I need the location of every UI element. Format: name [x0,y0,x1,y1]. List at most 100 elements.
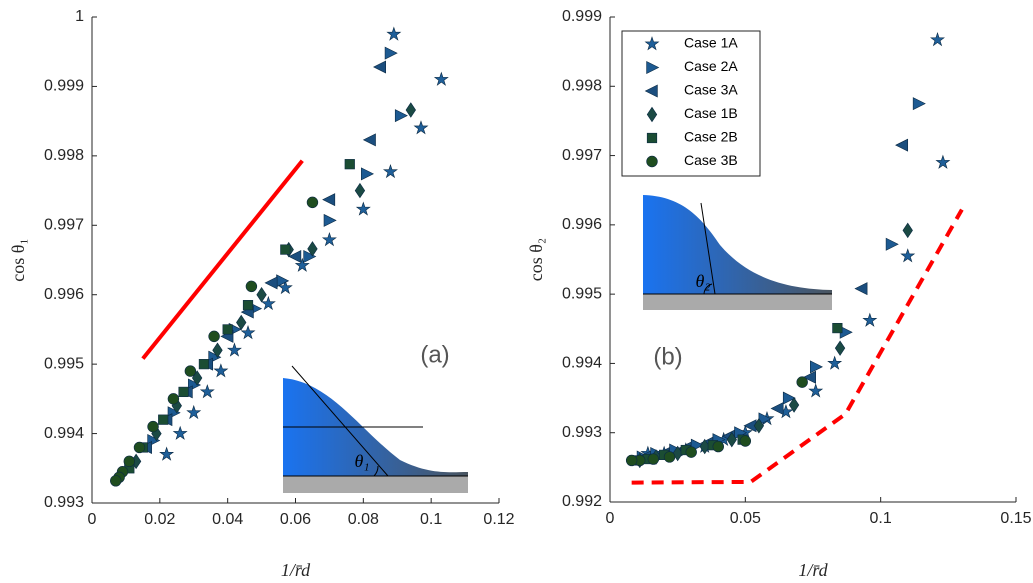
panel-label: (b) [653,343,682,370]
legend-label: Case 3B [684,152,738,168]
data-point [322,193,336,207]
data-point [788,397,800,413]
data-point [323,213,337,227]
data-point [885,237,899,251]
y-tick-label: 0.993 [44,494,84,511]
data-point [167,393,180,405]
data-point [405,102,416,118]
data-point [726,431,737,448]
inset-b [643,195,832,310]
data-point [277,279,293,295]
data-point [383,163,398,179]
legend-marker [644,84,658,98]
data-point [832,322,843,334]
x-tick-label: 0.06 [280,511,311,528]
data-point [373,60,386,74]
data-point [240,325,256,340]
data-point [796,376,808,388]
x-tick-label: 0.04 [212,511,243,528]
x-tick-label: 0.08 [348,511,379,528]
legend-marker [646,106,658,123]
inset-angle-label: θ₂ [695,271,710,291]
data-point [294,257,310,272]
x-tick-label: 0.15 [1000,510,1031,527]
legend-label: Case 3A [684,82,738,98]
legend-label: Case 2B [684,129,738,145]
y-tick-label: 0.994 [562,355,602,372]
data-point [133,441,146,454]
y-tick-label: 0.995 [44,355,84,372]
data-point [236,314,247,331]
data-point [685,446,697,458]
y-tick-label: 0.993 [562,424,602,441]
data-point [303,250,317,264]
data-point [159,446,175,461]
data-point [647,453,660,465]
x-axis-label: 1/r̄d [798,560,828,580]
data-point [245,280,258,293]
data-point [384,46,398,60]
data-point [895,138,909,152]
data-point [834,340,846,356]
data-point [361,167,374,181]
data-point [782,391,796,405]
data-point [280,244,291,255]
x-tick-label: 0 [88,511,97,528]
data-point [222,324,233,335]
data-point [862,312,878,327]
legend-marker [646,61,660,74]
y-tick-label: 0.992 [562,493,602,510]
data-point [178,386,189,398]
inset-a [283,365,468,493]
data-point [803,370,816,384]
data-point [413,120,429,135]
data-point [260,295,276,311]
x-tick-label: 0.1 [420,511,442,528]
x-axis-label: 1/r̄d [281,560,311,580]
y-tick-label: 0.996 [562,216,602,233]
y-tick-label: 0.997 [562,147,602,164]
x-tick-label: 0 [606,510,615,527]
y-axis-label: cos θ₂ [526,238,546,281]
legend-label: Case 1B [684,105,738,121]
data-point [902,222,913,239]
reference-line [141,159,304,360]
data-point [208,330,220,343]
data-point [753,418,765,434]
data-point [242,300,254,311]
x-tick-label: 0.02 [144,511,175,528]
data-point [199,384,215,399]
legend-box [621,30,761,177]
data-point [344,159,355,170]
data-point [900,248,916,263]
data-point [770,401,784,415]
inset-angle-label: θ₁ [354,451,369,471]
y-tick-label: 0.997 [44,217,84,234]
legend-marker [644,36,660,51]
data-point [362,133,376,147]
data-point [198,359,210,370]
data-point [394,109,408,123]
data-point [158,414,169,425]
data-point [212,342,223,358]
data-point [147,420,159,433]
data-point [625,454,638,467]
legend-label: Case 1A [684,35,738,51]
x-tick-label: 0.12 [483,511,514,528]
data-point [930,32,945,47]
y-tick-label: 0.998 [562,78,602,95]
data-point [355,201,371,216]
data-point [226,342,242,357]
y-tick-label: 0.998 [44,147,84,164]
data-point [663,451,676,463]
legend-marker [646,132,658,144]
legend-label: Case 2A [684,58,738,74]
data-point [321,232,337,247]
data-point [123,455,136,468]
data-point [386,26,402,41]
y-tick-label: 0.996 [44,286,84,303]
data-point [912,97,926,111]
data-point [433,71,449,86]
y-tick-label: 0.999 [562,8,602,25]
